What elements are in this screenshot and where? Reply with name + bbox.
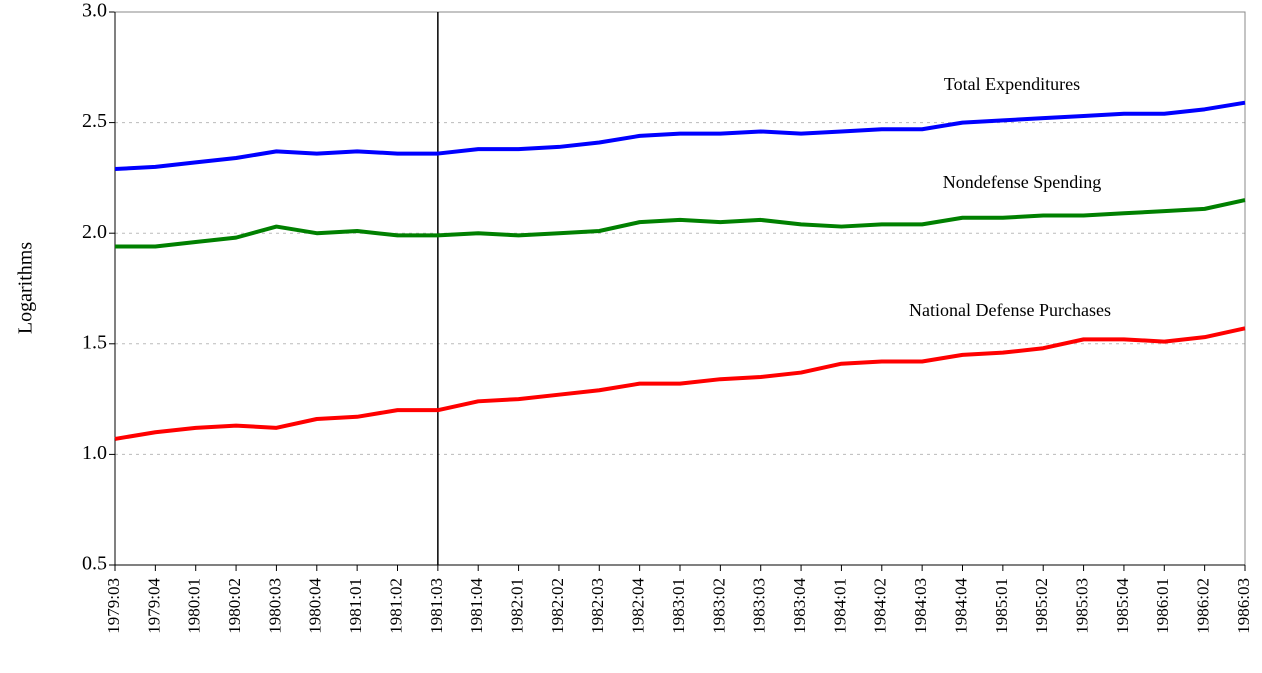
x-tick-label: 1985:01 (992, 578, 1011, 634)
x-tick-label: 1982:03 (588, 578, 607, 634)
series-line (114, 326, 1246, 441)
x-tick-label: 1982:01 (507, 578, 526, 634)
x-tick-label: 1981:02 (386, 578, 405, 634)
x-tick-label: 1981:01 (346, 578, 365, 634)
y-tick-label: 2.5 (82, 110, 107, 132)
y-tick-label: 2.0 (82, 221, 107, 243)
series-label: Nondefense Spending (943, 172, 1101, 192)
x-tick-label: 1985:03 (1072, 578, 1091, 634)
x-tick-label: 1985:02 (1032, 578, 1051, 634)
y-tick-label: 1.5 (82, 331, 107, 353)
plot-frame (114, 11, 1246, 566)
y-tick-label: 3.0 (82, 0, 107, 22)
x-tick-label: 1986:01 (1153, 578, 1172, 634)
y-tick-label: 1.0 (82, 442, 107, 464)
y-axis-label: Logarithms (15, 242, 37, 334)
x-tick-label: 1980:02 (225, 578, 244, 634)
series-label: Total Expenditures (944, 74, 1080, 94)
x-tick-label: 1983:03 (750, 578, 769, 634)
x-tick-label: 1983:04 (790, 578, 809, 634)
x-tick-label: 1982:02 (548, 578, 567, 634)
x-tick-label: 1986:02 (1194, 578, 1213, 634)
x-tick-label: 1984:03 (911, 578, 930, 634)
x-tick-label: 1982:04 (629, 578, 648, 634)
x-tick-label: 1980:01 (185, 578, 204, 634)
x-tick-label: 1981:04 (467, 578, 486, 634)
x-tick-label: 1985:04 (1113, 578, 1132, 634)
series-line (115, 198, 1246, 249)
x-tick-label: 1986:03 (1234, 578, 1253, 634)
x-tick-label: 1983:01 (669, 578, 688, 634)
x-tick-label: 1980:03 (265, 578, 284, 634)
x-tick-label: 1980:04 (306, 578, 325, 634)
series-label: National Defense Purchases (909, 300, 1111, 320)
y-tick-label: 0.5 (82, 553, 107, 575)
x-tick-label: 1979:04 (144, 578, 163, 634)
x-tick-label: 1984:02 (871, 578, 890, 634)
x-tick-label: 1984:04 (951, 578, 970, 634)
x-tick-label: 1979:03 (104, 578, 123, 634)
x-tick-label: 1984:01 (830, 578, 849, 634)
x-tick-label: 1983:02 (709, 578, 728, 634)
series-line (114, 100, 1246, 172)
x-tick-label: 1981:03 (427, 578, 446, 634)
